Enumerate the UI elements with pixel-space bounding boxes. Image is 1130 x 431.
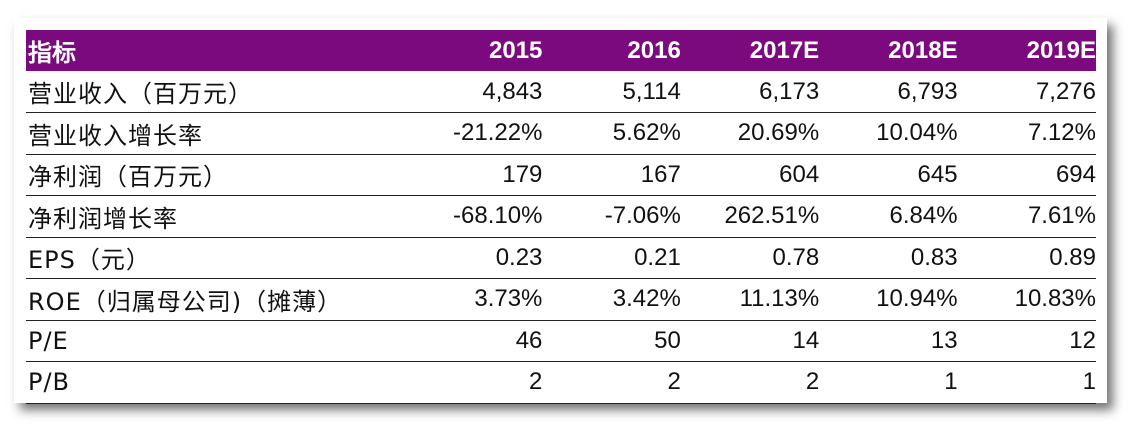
table-cell: 2 bbox=[404, 361, 543, 404]
table-cell: 5.62% bbox=[542, 112, 681, 155]
table-cell: 0.89 bbox=[957, 237, 1096, 279]
header-cell-year: 2017E bbox=[749, 36, 820, 64]
table-cell: 7.61% bbox=[957, 195, 1096, 238]
header-cell-year: 2016 bbox=[627, 36, 681, 64]
financial-forecast-table: 指标 2015 2016 2017E 2018E 2019E 营业收入（百万元）… bbox=[26, 30, 1096, 404]
table-header-row: 指标 2015 2016 2017E 2018E 2019E bbox=[26, 30, 1096, 71]
header-cell-year: 2018E bbox=[888, 36, 958, 64]
row-label: ROE（归属母公司)（摊薄） bbox=[26, 278, 405, 321]
table-cell: 1 bbox=[957, 361, 1096, 404]
table-cell: 262.51% bbox=[680, 195, 820, 238]
table-cell: 694 bbox=[957, 154, 1096, 196]
table-cell: 604 bbox=[680, 154, 820, 196]
table-cell: 6.84% bbox=[819, 195, 958, 238]
table-cell: -7.06% bbox=[542, 195, 681, 238]
row-label: 营业收入增长率 bbox=[26, 112, 405, 155]
row-label: P/E bbox=[26, 320, 405, 362]
table-cell: 4,843 bbox=[404, 71, 543, 113]
table-cell: 0.21 bbox=[542, 237, 681, 279]
row-label: 营业收入（百万元） bbox=[26, 71, 405, 113]
table-row: P/E 46 50 14 13 12 bbox=[26, 320, 1096, 362]
table-cell: 11.13% bbox=[680, 278, 820, 321]
table-cell: 0.23 bbox=[404, 237, 543, 279]
table-row: EPS（元） 0.23 0.21 0.78 0.83 0.89 bbox=[26, 237, 1096, 279]
table-cell: 12 bbox=[957, 320, 1096, 362]
header-cell-year: 2015 bbox=[489, 36, 543, 64]
table-cell: -68.10% bbox=[404, 195, 543, 238]
table-cell: 10.94% bbox=[819, 278, 958, 321]
table-cell: 6,793 bbox=[819, 71, 958, 113]
row-label: EPS（元） bbox=[26, 237, 405, 279]
row-label: 净利润增长率 bbox=[26, 195, 405, 238]
table-row: ROE（归属母公司)（摊薄） 3.73% 3.42% 11.13% 10.94%… bbox=[26, 278, 1096, 321]
table-cell: 2 bbox=[680, 361, 820, 404]
table-cell: 6,173 bbox=[680, 71, 820, 113]
table-cell: 5,114 bbox=[542, 71, 681, 113]
table-cell: 7.12% bbox=[957, 112, 1096, 155]
table-cell: -21.22% bbox=[404, 112, 543, 155]
header-cell-year: 2019E bbox=[1026, 36, 1096, 64]
table-cell: 2 bbox=[542, 361, 681, 404]
table-cell: 0.83 bbox=[819, 237, 958, 279]
table-cell: 1 bbox=[819, 361, 958, 404]
table-row: P/B 2 2 2 1 1 bbox=[26, 361, 1096, 404]
table-cell: 13 bbox=[819, 320, 958, 362]
table-cell: 7,276 bbox=[957, 71, 1096, 113]
table-cell: 3.73% bbox=[404, 278, 543, 321]
table-cell: 167 bbox=[542, 154, 681, 196]
table-cell: 50 bbox=[542, 320, 681, 362]
table-row: 营业收入（百万元） 4,843 5,114 6,173 6,793 7,276 bbox=[26, 71, 1096, 113]
table-row: 净利润增长率 -68.10% -7.06% 262.51% 6.84% 7.61… bbox=[26, 195, 1096, 238]
table-cell: 0.78 bbox=[680, 237, 820, 279]
table-row: 净利润（百万元） 179 167 604 645 694 bbox=[26, 154, 1096, 196]
table-cell: 20.69% bbox=[680, 112, 820, 155]
table-cell: 10.04% bbox=[819, 112, 958, 155]
row-label: 净利润（百万元） bbox=[26, 154, 405, 196]
table-cell: 46 bbox=[404, 320, 543, 362]
table-cell: 645 bbox=[819, 154, 958, 196]
table-cell: 179 bbox=[404, 154, 543, 196]
table-cell: 14 bbox=[680, 320, 820, 362]
table-cell: 10.83% bbox=[957, 278, 1096, 321]
header-cell-indicator: 指标 bbox=[28, 40, 76, 67]
row-label: P/B bbox=[26, 361, 405, 404]
financial-forecast-card: 指标 2015 2016 2017E 2018E 2019E 营业收入（百万元）… bbox=[14, 18, 1107, 404]
table-row: 营业收入增长率 -21.22% 5.62% 20.69% 10.04% 7.12… bbox=[26, 112, 1096, 155]
table-cell: 3.42% bbox=[542, 278, 681, 321]
